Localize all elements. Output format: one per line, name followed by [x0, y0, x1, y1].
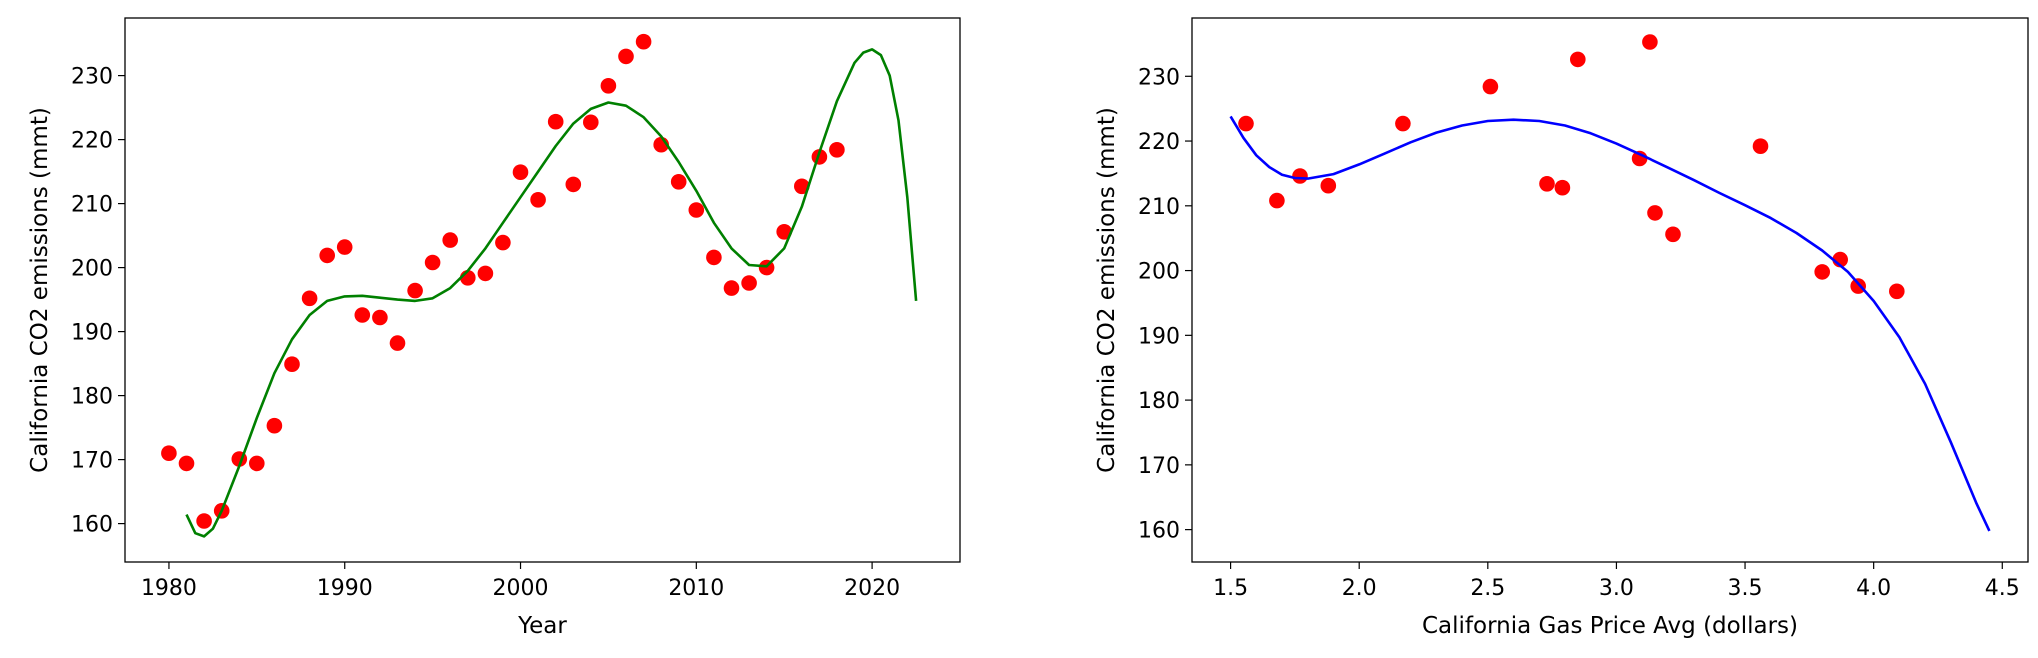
y-tick-label: 210	[71, 193, 113, 218]
subplot-1: 1980 1990 2000 2010 2020 160 170 180 190 200 210 22…	[27, 17, 961, 639]
data-point	[424, 254, 441, 271]
y-tick-label: 210	[1138, 195, 1180, 220]
data-point	[372, 309, 388, 326]
data-point	[1647, 205, 1663, 221]
data-point	[776, 224, 792, 240]
x-tick-label: 2.0	[1342, 576, 1377, 601]
x-tick-label: 2.5	[1470, 576, 1505, 601]
data-point	[284, 356, 300, 373]
data-point	[512, 164, 529, 180]
data-point	[248, 455, 265, 472]
data-point	[1539, 176, 1555, 192]
data-point	[336, 239, 353, 255]
y-tick-label: 230	[1138, 65, 1180, 90]
data-point	[688, 202, 705, 218]
data-point	[495, 234, 511, 251]
data-point	[1292, 168, 1308, 184]
data-point	[706, 249, 722, 266]
axes-frame	[1191, 17, 2029, 563]
data-point	[1642, 34, 1658, 50]
data-point	[1850, 278, 1866, 294]
data-point	[565, 176, 582, 193]
data-point	[1814, 264, 1830, 280]
data-point	[266, 417, 283, 434]
data-point	[1482, 78, 1499, 95]
x-axis-label: California Gas Price Avg (dollars)	[1422, 613, 1798, 639]
fit-curve-line	[1229, 115, 1991, 532]
y-tick-label: 170	[1138, 454, 1180, 479]
y-tick-label: 220	[71, 129, 113, 154]
data-point	[1320, 177, 1337, 194]
x-tick-label: 3.5	[1728, 576, 1763, 601]
data-point	[319, 247, 336, 264]
subplot-2: 1.5 2.0 2.5 3.0 3.5 4.0 4.5 160 170 180 190 200 210 2…	[1094, 17, 2029, 639]
y-tick-label: 170	[71, 449, 113, 474]
y-tick-label: 190	[71, 321, 113, 346]
y-tick-label: 190	[1138, 324, 1180, 349]
x-tick-label: 2010	[668, 576, 724, 601]
y-tick-label: 200	[1138, 260, 1180, 285]
data-point	[547, 113, 564, 130]
x-tick-label: 4.0	[1856, 576, 1891, 601]
data-point	[178, 455, 195, 472]
data-point	[723, 280, 740, 296]
y-axis-label: California CO2 emissions (mmt)	[27, 107, 53, 473]
x-tick-label: 1.5	[1213, 576, 1248, 601]
y-tick-label: 180	[1138, 389, 1180, 414]
data-point	[583, 114, 599, 131]
data-point	[670, 174, 687, 190]
x-tick-label: 2020	[844, 576, 900, 601]
data-point	[407, 282, 423, 299]
data-point	[354, 307, 371, 323]
data-point	[389, 335, 406, 351]
data-point	[1889, 283, 1905, 300]
data-point	[1238, 115, 1254, 132]
y-tick-label: 160	[1138, 519, 1180, 544]
data-point	[1395, 115, 1411, 132]
x-tick-label: 4.5	[1985, 576, 2020, 601]
data-point	[829, 142, 845, 158]
data-point	[477, 265, 494, 282]
data-point	[161, 445, 177, 462]
data-point	[741, 275, 757, 291]
y-tick-label: 200	[71, 257, 113, 282]
data-point	[794, 178, 810, 195]
x-tick-label: 1980	[141, 576, 197, 601]
data-point	[618, 48, 634, 65]
data-point	[1554, 179, 1571, 196]
x-tick-label: 2000	[493, 576, 549, 601]
data-point	[600, 78, 617, 94]
x-tick-label: 3.0	[1599, 576, 1634, 601]
fit-curve-line	[185, 48, 918, 538]
data-point	[1665, 226, 1681, 243]
y-tick-label: 160	[71, 513, 113, 538]
x-tick-label: 1990	[317, 576, 373, 601]
y-tick-label: 230	[71, 65, 113, 90]
data-point	[1752, 138, 1769, 154]
data-point	[1269, 192, 1285, 209]
data-point	[530, 192, 546, 208]
x-axis-label: Year	[517, 613, 567, 639]
data-point	[442, 232, 459, 248]
data-point	[635, 33, 652, 50]
y-axis-label: California CO2 emissions (mmt)	[1094, 107, 1120, 473]
data-point	[196, 513, 212, 529]
y-tick-label: 180	[71, 385, 113, 410]
data-point	[1570, 51, 1586, 68]
axes-frame	[124, 17, 961, 563]
y-tick-label: 220	[1138, 130, 1180, 155]
data-point	[301, 290, 318, 307]
